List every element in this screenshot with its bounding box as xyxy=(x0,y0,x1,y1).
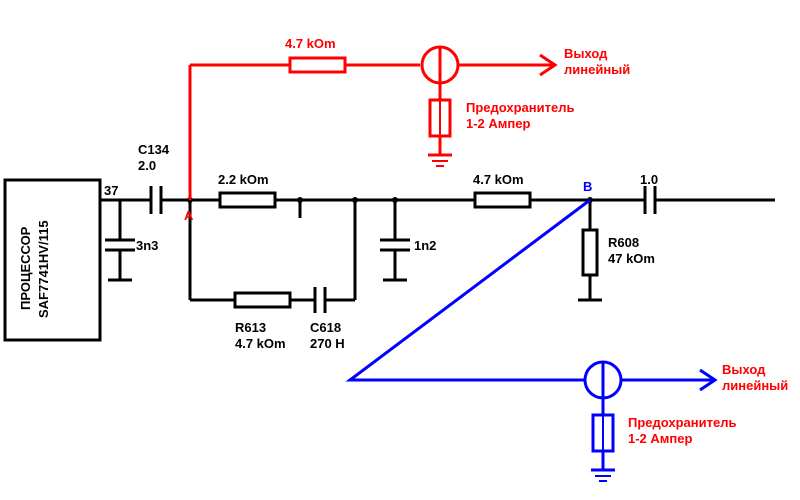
pin-37: 37 xyxy=(104,183,118,199)
c618-ref: C618 xyxy=(310,320,341,336)
c-1-0: 1.0 xyxy=(640,172,658,188)
c134-ref: C134 xyxy=(138,142,169,158)
c134-val: 2.0 xyxy=(138,158,156,174)
r613-ref: R613 xyxy=(235,320,266,336)
processor-model: SAF7741HV/115 xyxy=(36,220,52,318)
r608-val: 47 kOm xyxy=(608,251,655,267)
r608-ref: R608 xyxy=(608,235,639,251)
out-top: Выходлинейный xyxy=(564,46,630,77)
r-4-7k-top: 4.7 kOm xyxy=(285,36,336,52)
fuse-bot: Предохранитель1-2 Ампер xyxy=(628,415,736,446)
r613-val: 4.7 kOm xyxy=(235,336,286,352)
node-a: A xyxy=(184,208,193,224)
r-2-2k: 2.2 kOm xyxy=(218,172,269,188)
c618-val: 270 H xyxy=(310,336,345,352)
out-bot: Выходлинейный xyxy=(722,362,788,393)
r-4-7k-main: 4.7 kOm xyxy=(473,172,524,188)
c-3n3: 3n3 xyxy=(136,238,158,254)
processor-label: ПРОЦЕССОР xyxy=(18,227,34,310)
fuse-top: Предохранитель1-2 Ампер xyxy=(466,100,574,131)
node-b: B xyxy=(583,179,592,195)
c-1n2: 1n2 xyxy=(414,238,436,254)
